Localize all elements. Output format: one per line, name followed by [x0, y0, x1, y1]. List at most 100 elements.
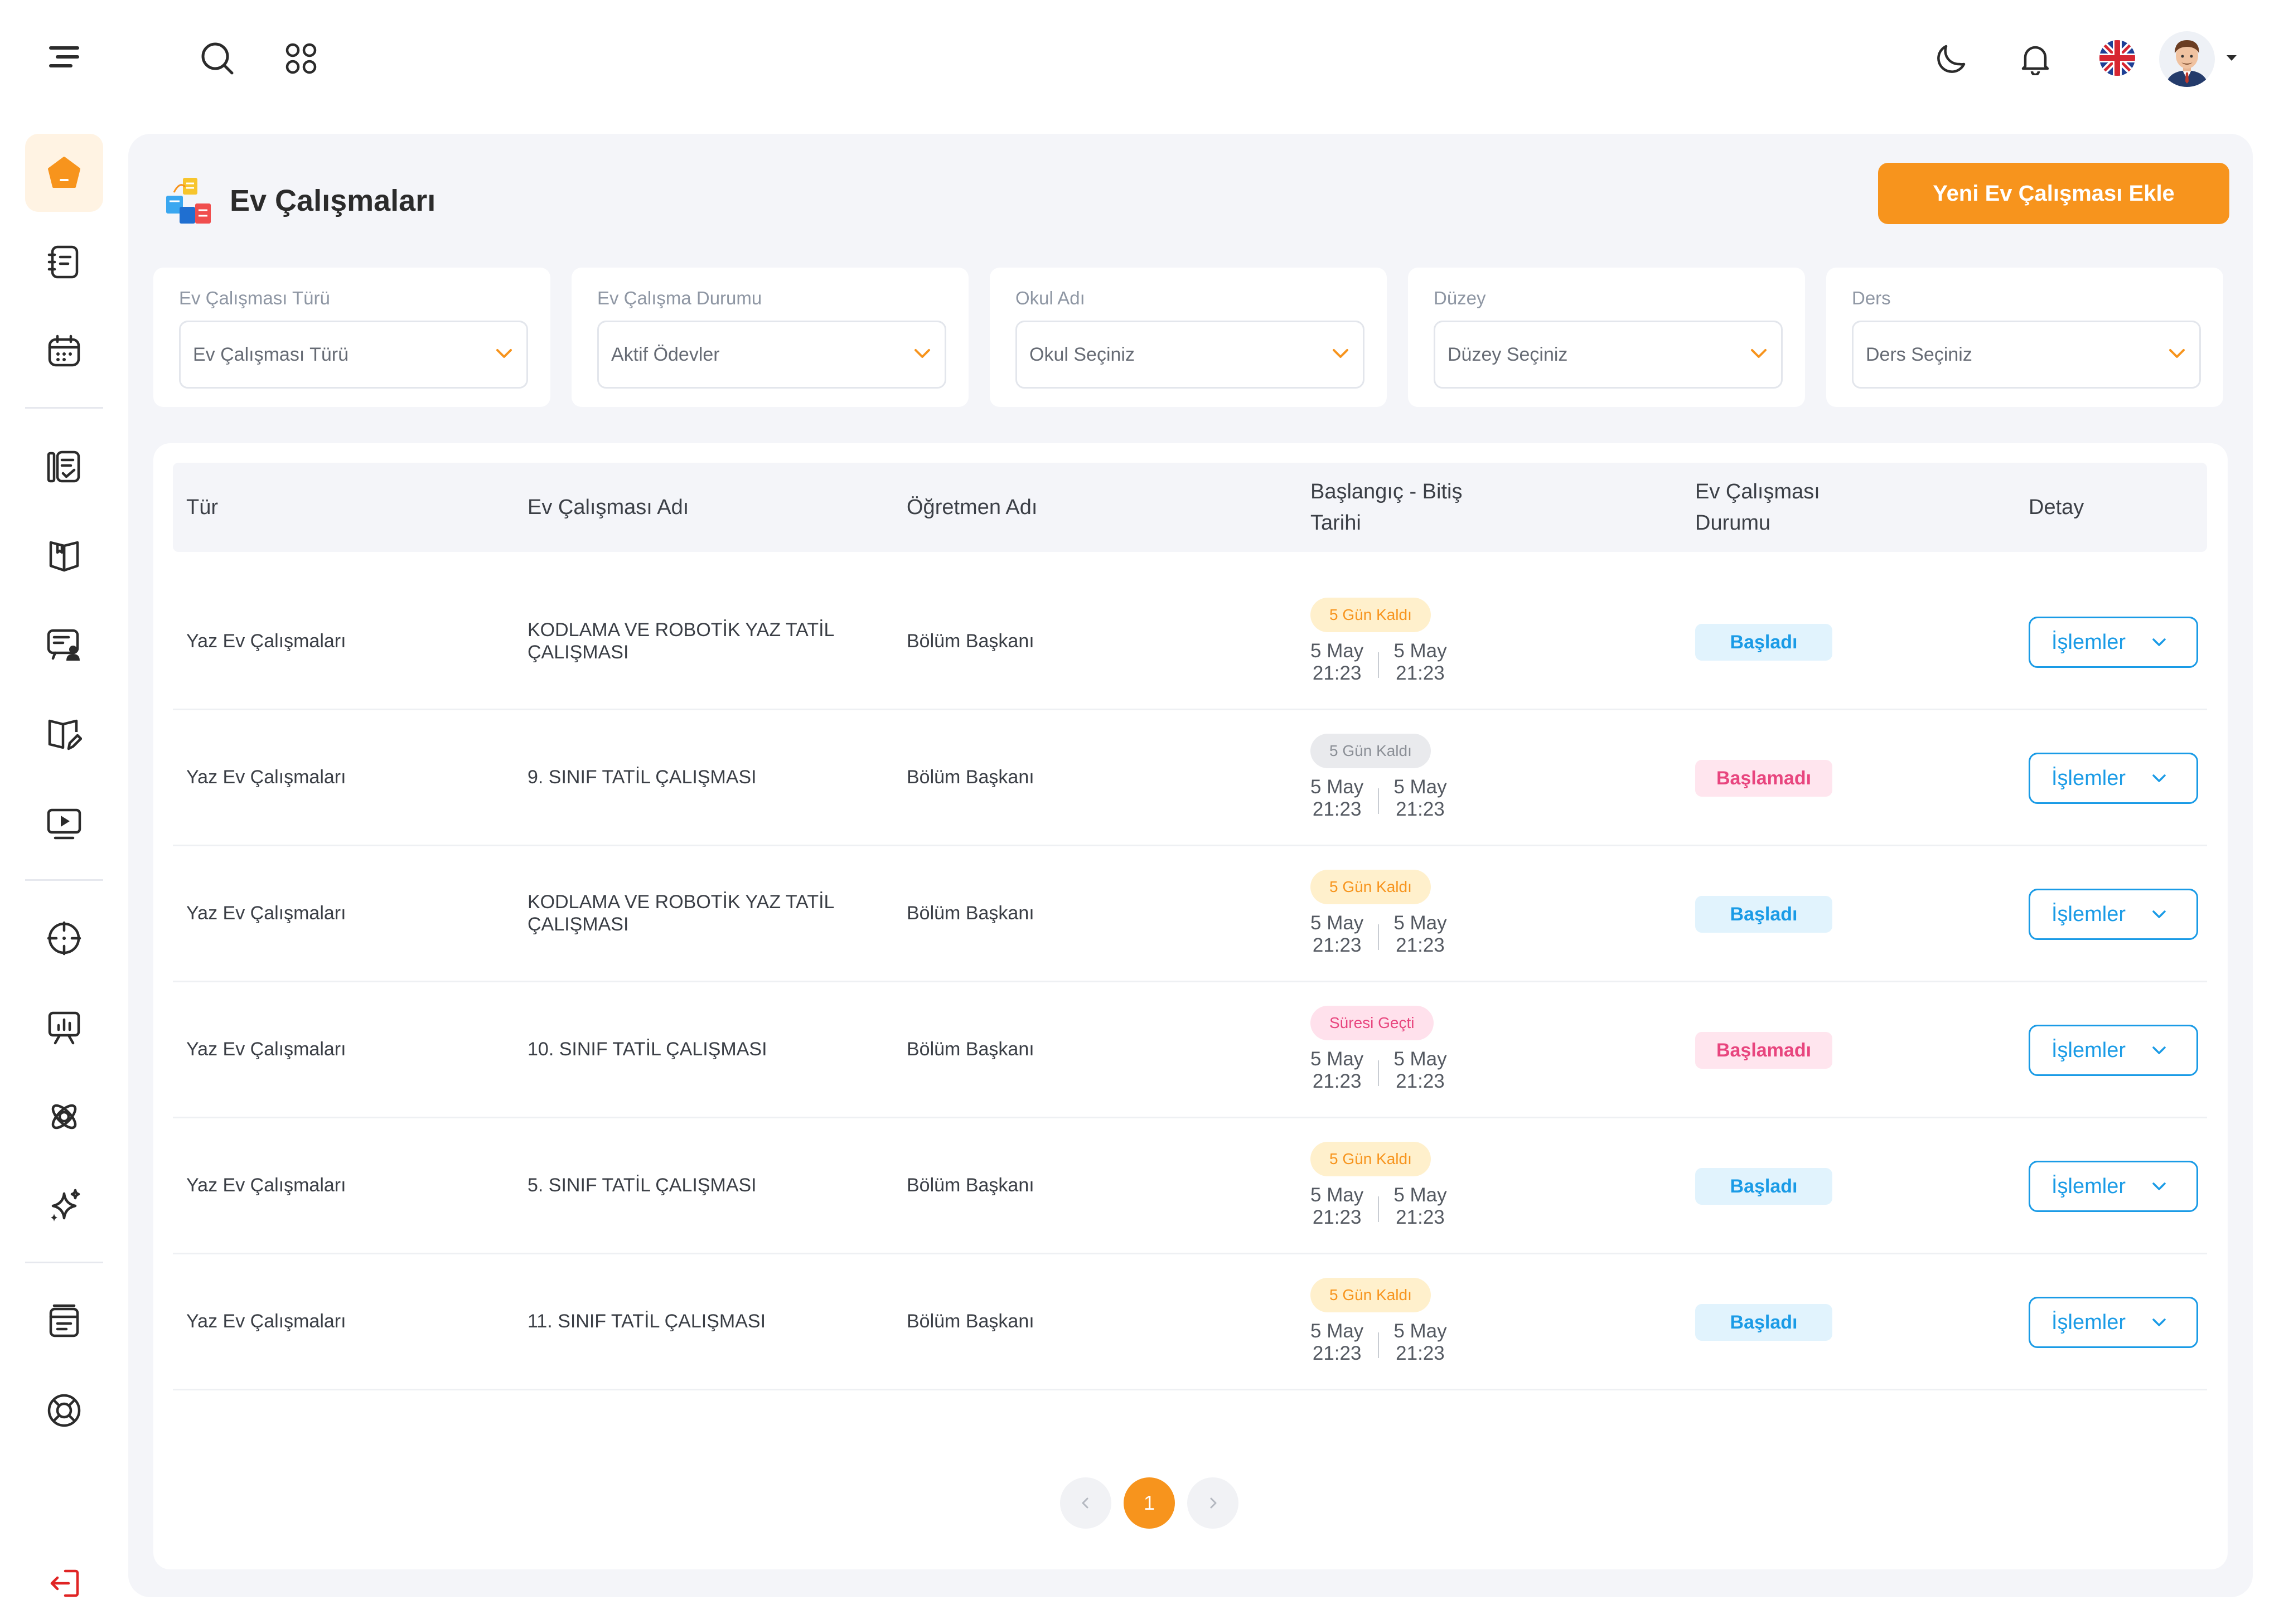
- chart-board-icon: [48, 1011, 80, 1045]
- status-badge: Başlamadı: [1695, 1032, 1832, 1069]
- row-type: Yaz Ev Çalışmaları: [186, 1039, 346, 1060]
- sidebar-item-home[interactable]: [25, 134, 103, 212]
- row-teacher: Bölüm Başkanı: [907, 1175, 1034, 1196]
- end-date: 5 May 21:23: [1393, 640, 1446, 685]
- start-time: 21:23: [1312, 1206, 1362, 1228]
- sidebar-item-notes[interactable]: [25, 223, 103, 301]
- main-panel: Ev Çalışmaları Yeni Ev Çalışması Ekle Ev…: [128, 134, 2253, 1597]
- end-time: 21:23: [1396, 662, 1445, 684]
- end-day: 5 May: [1393, 776, 1447, 798]
- date-divider: [1378, 652, 1380, 678]
- sidebar-item-support[interactable]: [25, 1371, 103, 1450]
- sidebar-item-science[interactable]: [25, 1078, 103, 1156]
- filter-label: Ev Çalışma Durumu: [597, 288, 762, 308]
- sparkles-icon: [51, 1189, 80, 1221]
- homework-table: Tür Ev Çalışması Adı Öğretmen Adı Başlan…: [153, 443, 2228, 1569]
- start-date: 5 May 21:23: [1310, 1320, 1363, 1365]
- actions-dropdown-button[interactable]: İşlemler: [2029, 617, 2198, 668]
- sidebar-item-logout[interactable]: [25, 1544, 103, 1622]
- sidebar-item-presentation[interactable]: [25, 606, 103, 684]
- column-detail: Detay: [2029, 496, 2084, 519]
- remaining-days-badge: 5 Gün Kaldı: [1310, 870, 1431, 904]
- filter-label: Ders: [1852, 288, 1891, 308]
- pagination-next-button[interactable]: [1187, 1477, 1238, 1529]
- bell-icon[interactable]: [2016, 39, 2055, 78]
- end-day: 5 May: [1393, 1048, 1447, 1070]
- end-date: 5 May 21:23: [1393, 912, 1446, 957]
- sidebar-item-video[interactable]: [25, 784, 103, 862]
- date-range: 5 May 21:23 5 May 21:23: [1310, 912, 1447, 957]
- end-time: 21:23: [1396, 1342, 1445, 1364]
- chevron-down-icon: [2152, 910, 2166, 918]
- sidebar-item-ai[interactable]: [25, 1167, 103, 1245]
- table-row: Yaz Ev Çalışmaları 5. SINIF TATİL ÇALIŞMA…: [173, 1118, 2207, 1254]
- school-select[interactable]: Okul Seçiniz: [1015, 321, 1364, 389]
- start-day: 5 May: [1310, 776, 1364, 798]
- row-homework-name: 9. SINIF TATİL ÇALIŞMASI: [528, 767, 757, 788]
- end-day: 5 May: [1393, 912, 1447, 934]
- book-open-icon: [49, 541, 79, 572]
- add-homework-button[interactable]: Yeni Ev Çalışması Ekle: [1878, 163, 2229, 224]
- atom-icon: [51, 1104, 77, 1129]
- actions-dropdown-button[interactable]: İşlemler: [2029, 1025, 2198, 1076]
- table-header: Tür Ev Çalışması Adı Öğretmen Adı Başlan…: [173, 463, 2207, 552]
- column-type: Tür: [186, 496, 218, 519]
- table-row: Yaz Ev Çalışmaları KODLAMA VE ROBOTİK YAZ…: [173, 846, 2207, 982]
- actions-dropdown-button[interactable]: İşlemler: [2029, 753, 2198, 804]
- column-dates-line2: Tarihi: [1310, 511, 1361, 535]
- status-badge: Başladı: [1695, 896, 1832, 933]
- checklist-icon: [47, 450, 80, 483]
- row-homework-name: KODLAMA VE ROBOTİK YAZ TATİL ÇALIŞMASI: [528, 891, 834, 935]
- moon-icon[interactable]: [1932, 39, 1971, 78]
- pagination-page-1[interactable]: 1: [1124, 1477, 1175, 1529]
- select-value: Okul Seçiniz: [1029, 344, 1135, 365]
- apps-icon[interactable]: [282, 39, 321, 78]
- actions-dropdown-button[interactable]: İşlemler: [2029, 1297, 2198, 1348]
- top-bar: [0, 0, 2284, 117]
- video-icon: [47, 808, 81, 840]
- end-time: 21:23: [1396, 1070, 1445, 1092]
- menu-icon[interactable]: [45, 42, 84, 72]
- sidebar: [0, 117, 128, 1624]
- filter-homework-type: Ev Çalışması Türü Ev Çalışması Türü: [153, 268, 550, 407]
- sidebar-item-calendar[interactable]: [25, 312, 103, 390]
- chevron-down-icon: [2152, 1046, 2166, 1054]
- avatar[interactable]: [2159, 31, 2215, 87]
- actions-label: İşlemler: [2051, 1039, 2126, 1062]
- sidebar-item-reports[interactable]: [25, 988, 103, 1066]
- sidebar-item-archive[interactable]: [25, 1282, 103, 1360]
- column-name: Ev Çalışması Adı: [528, 496, 689, 519]
- sidebar-item-tasks[interactable]: [25, 428, 103, 506]
- support-icon: [47, 1394, 81, 1427]
- sidebar-item-book-edit[interactable]: [25, 695, 103, 773]
- pagination-prev-button[interactable]: [1060, 1477, 1111, 1529]
- actions-label: İşlemler: [2051, 1311, 2126, 1334]
- homework-type-select[interactable]: Ev Çalışması Türü: [179, 321, 528, 389]
- actions-dropdown-button[interactable]: İşlemler: [2029, 889, 2198, 940]
- homework-status-select[interactable]: Aktif Ödevler: [597, 321, 946, 389]
- actions-dropdown-button[interactable]: İşlemler: [2029, 1161, 2198, 1212]
- actions-label: İşlemler: [2051, 1175, 2126, 1198]
- remaining-days-badge: 5 Gün Kaldı: [1310, 598, 1431, 632]
- date-divider: [1378, 1332, 1380, 1358]
- caret-down-icon[interactable]: [2225, 52, 2238, 64]
- course-select[interactable]: Ders Seçiniz: [1852, 321, 2201, 389]
- row-teacher: Bölüm Başkanı: [907, 631, 1034, 652]
- sidebar-item-target[interactable]: [25, 899, 103, 977]
- column-status-line1: Ev Çalışması: [1695, 480, 1820, 503]
- sidebar-item-books[interactable]: [25, 517, 103, 595]
- search-icon[interactable]: [198, 39, 237, 78]
- filter-label: Düzey: [1434, 288, 1486, 308]
- end-time: 21:23: [1396, 934, 1445, 956]
- start-date: 5 May 21:23: [1310, 1048, 1363, 1093]
- level-select[interactable]: Düzey Seçiniz: [1434, 321, 1783, 389]
- chevron-right-icon: [1210, 1497, 1217, 1509]
- end-time: 21:23: [1396, 1206, 1445, 1228]
- filter-course: Ders Ders Seçiniz: [1826, 268, 2223, 407]
- select-value: Ders Seçiniz: [1866, 344, 1972, 365]
- uk-flag-icon[interactable]: [2099, 40, 2135, 76]
- chevron-down-icon: [2152, 638, 2166, 646]
- remaining-days-badge: 5 Gün Kaldı: [1310, 1278, 1431, 1312]
- chevron-down-icon: [2152, 1182, 2166, 1190]
- chevron-down-icon: [2152, 1318, 2166, 1326]
